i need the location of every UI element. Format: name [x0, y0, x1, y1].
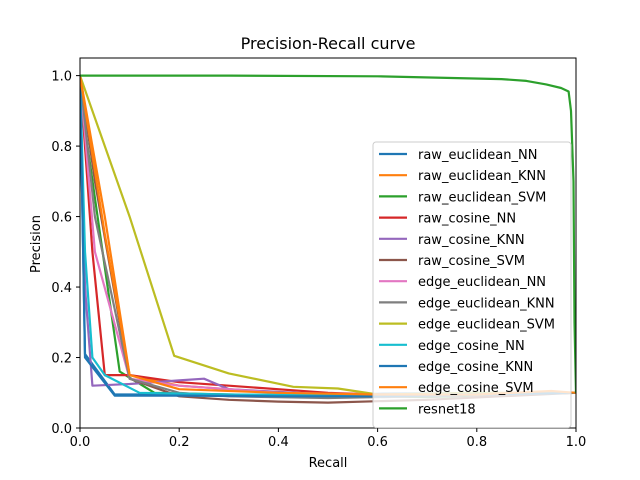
x-tick-label: 0.6: [367, 435, 388, 450]
y-tick-label: 0.8: [51, 140, 72, 155]
legend-label-edge-euclidean-NN: edge_euclidean_NN: [418, 275, 546, 290]
legend-label-edge-cosine-KNN: edge_cosine_KNN: [418, 360, 533, 375]
x-tick-label: 1.0: [566, 435, 587, 450]
legend: raw_euclidean_NN raw_euclidean_KNN raw_euc…: [372, 141, 572, 429]
legend-label-resnet18: resnet18: [418, 402, 476, 417]
legend-label-raw-euclidean-SVM: raw_euclidean_SVM: [418, 190, 546, 205]
legend-label-raw-euclidean-KNN: raw_euclidean_KNN: [418, 169, 546, 184]
legend-box: [372, 141, 572, 429]
x-tick-label: 0.0: [70, 435, 91, 450]
axes: 0.0 0.2 0.4 0.6 0.8 1.0 0.0 0.2 0.4 0.6 0.8 1.0: [51, 57, 587, 450]
y-tick-label: 0.6: [51, 211, 72, 226]
plot-frame: [79, 57, 577, 429]
x-axis-label: Recall: [309, 456, 348, 471]
legend-label-edge-cosine-SVM: edge_cosine_SVM: [418, 381, 534, 396]
legend-label-raw-cosine-SVM: raw_cosine_SVM: [418, 254, 525, 269]
legend-label-edge-cosine-NN: edge_cosine_NN: [418, 339, 525, 354]
x-tick-label: 0.8: [466, 435, 487, 450]
y-tick-label: 0.4: [51, 281, 72, 296]
legend-label-raw-euclidean-NN: raw_euclidean_NN: [418, 148, 537, 163]
legend-label-raw-cosine-NN: raw_cosine_NN: [418, 212, 516, 227]
legend-label-edge-euclidean-SVM: edge_euclidean_SVM: [418, 318, 555, 333]
y-tick-label: 0.0: [51, 422, 72, 437]
series-line-resnet18: [80, 74, 576, 393]
legend-label-raw-cosine-KNN: raw_cosine_KNN: [418, 233, 525, 248]
chart-title: Precision-Recall curve: [241, 34, 416, 53]
legend-label-edge-euclidean-KNN: edge_euclidean_KNN: [418, 296, 555, 311]
x-tick-label: 0.4: [268, 435, 289, 450]
y-tick-label: 0.2: [51, 352, 72, 367]
y-axis-label: Precision: [29, 215, 44, 273]
x-tick-label: 0.2: [169, 435, 190, 450]
y-tick-label: 1.0: [51, 70, 72, 85]
